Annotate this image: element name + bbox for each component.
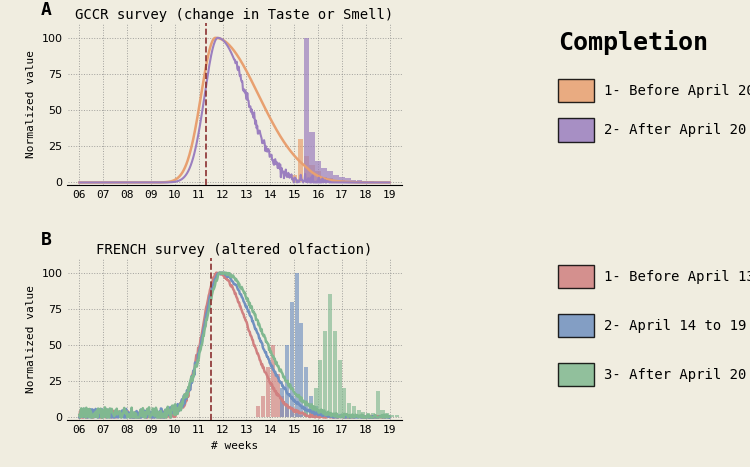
Text: 2- After April 20: 2- After April 20 bbox=[604, 123, 746, 137]
Bar bbox=[338, 360, 341, 417]
Text: A: A bbox=[40, 1, 52, 19]
Text: 2- April 14 to 19: 2- April 14 to 19 bbox=[604, 318, 746, 333]
Bar bbox=[394, 415, 399, 417]
Bar bbox=[333, 180, 338, 183]
Bar bbox=[280, 389, 284, 417]
X-axis label: # weeks: # weeks bbox=[211, 441, 258, 451]
Bar bbox=[352, 406, 356, 417]
Bar bbox=[342, 389, 346, 417]
Bar bbox=[314, 406, 318, 417]
Bar bbox=[266, 367, 270, 417]
FancyBboxPatch shape bbox=[557, 314, 594, 338]
Bar bbox=[339, 177, 344, 183]
Bar bbox=[292, 175, 297, 183]
Bar bbox=[322, 177, 327, 183]
Bar bbox=[366, 413, 370, 417]
Y-axis label: Normalized value: Normalized value bbox=[26, 285, 36, 393]
Bar bbox=[285, 406, 289, 417]
Bar bbox=[280, 396, 284, 417]
Bar bbox=[298, 139, 303, 183]
Bar bbox=[304, 38, 309, 183]
Bar bbox=[299, 323, 304, 417]
Text: 1- Before April 13: 1- Before April 13 bbox=[604, 269, 750, 283]
Bar bbox=[304, 410, 308, 417]
Bar bbox=[376, 391, 380, 417]
Bar bbox=[386, 413, 389, 417]
Bar bbox=[390, 415, 394, 417]
Bar bbox=[371, 413, 375, 417]
Bar bbox=[345, 181, 350, 183]
Bar bbox=[271, 345, 274, 417]
Bar bbox=[351, 180, 356, 183]
Bar bbox=[314, 389, 318, 417]
Bar bbox=[309, 396, 313, 417]
Text: Completion: Completion bbox=[557, 30, 708, 55]
Bar bbox=[345, 178, 350, 183]
Bar bbox=[333, 175, 338, 183]
Title: GCCR survey (change in Taste or Smell): GCCR survey (change in Taste or Smell) bbox=[76, 8, 394, 22]
Text: B: B bbox=[40, 231, 52, 249]
Bar bbox=[304, 367, 308, 417]
Bar bbox=[327, 171, 332, 183]
Bar bbox=[356, 410, 361, 417]
Bar bbox=[310, 132, 315, 183]
Bar bbox=[290, 410, 294, 417]
FancyBboxPatch shape bbox=[557, 363, 594, 387]
Bar bbox=[304, 156, 309, 183]
Bar bbox=[327, 178, 332, 183]
Bar bbox=[316, 161, 321, 183]
Bar bbox=[261, 396, 266, 417]
Bar bbox=[295, 413, 298, 417]
Bar bbox=[309, 403, 313, 417]
Bar bbox=[362, 411, 365, 417]
Bar bbox=[256, 406, 260, 417]
Bar bbox=[275, 374, 280, 417]
FancyBboxPatch shape bbox=[557, 118, 594, 142]
Bar bbox=[285, 345, 289, 417]
Bar bbox=[319, 360, 322, 417]
FancyBboxPatch shape bbox=[557, 79, 594, 102]
Bar bbox=[323, 331, 327, 417]
Text: 3- After April 20: 3- After April 20 bbox=[604, 368, 746, 382]
Bar bbox=[328, 295, 332, 417]
Y-axis label: Normalized value: Normalized value bbox=[26, 50, 36, 158]
Bar bbox=[339, 180, 344, 183]
Bar bbox=[319, 410, 322, 417]
Bar bbox=[333, 331, 337, 417]
Bar bbox=[322, 168, 327, 183]
Bar bbox=[316, 171, 321, 183]
Bar bbox=[295, 273, 298, 417]
Bar bbox=[310, 165, 315, 183]
Bar bbox=[290, 302, 294, 417]
Bar bbox=[347, 403, 351, 417]
Bar bbox=[299, 415, 304, 417]
Title: FRENCH survey (altered olfaction): FRENCH survey (altered olfaction) bbox=[96, 243, 373, 257]
Bar bbox=[363, 181, 368, 183]
Bar bbox=[323, 413, 327, 417]
FancyBboxPatch shape bbox=[557, 265, 594, 289]
Bar bbox=[380, 410, 385, 417]
Bar bbox=[357, 180, 362, 183]
Text: 1- Before April 20: 1- Before April 20 bbox=[604, 84, 750, 98]
Bar bbox=[369, 181, 374, 183]
